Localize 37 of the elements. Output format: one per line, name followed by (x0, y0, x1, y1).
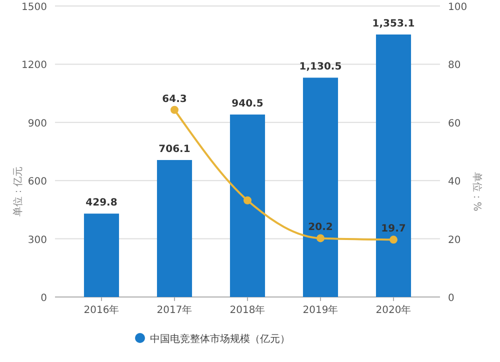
data-label: 64.3 (162, 94, 187, 105)
y-tick-label: 1500 (22, 2, 47, 13)
x-tick-label: 2020年 (376, 304, 412, 316)
point (390, 236, 398, 244)
data-label: 20.2 (308, 222, 333, 234)
point (244, 196, 252, 204)
bar (302, 78, 338, 297)
y2-tick-label: 40 (448, 176, 461, 188)
y2-tick-label: 0 (448, 293, 454, 304)
point (316, 234, 324, 242)
data-label: 1,130.5 (299, 62, 342, 73)
y-axis-title: 单位：亿元 (12, 166, 24, 216)
data-label: 19.7 (381, 224, 406, 235)
x-tick-label: 2017年 (156, 304, 192, 316)
y2-tick-label: 100 (448, 2, 468, 13)
y-tick-label: 300 (28, 234, 47, 246)
data-label: 706.1 (158, 144, 190, 156)
y-tick-label: 600 (28, 176, 47, 188)
x-tick-label: 2018年 (230, 304, 266, 316)
legend-label: 中国电竞整体市场规模（亿元） (150, 333, 290, 345)
data-label: 1,353.1 (372, 18, 415, 30)
x-tick-label: 2016年 (84, 304, 120, 316)
y-tick-label: 0 (40, 293, 47, 304)
bar (230, 114, 266, 297)
data-label: 940.5 (232, 98, 264, 110)
y-tick-label: 1200 (22, 60, 47, 72)
point (170, 106, 178, 114)
x-tick-label: 2019年 (302, 304, 338, 316)
bar (84, 214, 120, 297)
y2-tick-label: 60 (448, 118, 461, 130)
y2-tick-label: 20 (448, 234, 461, 246)
y-tick-label: 900 (28, 118, 47, 130)
y2-tick-label: 80 (448, 60, 461, 72)
bar (156, 160, 192, 297)
y2-axis-title: 单位：% (471, 172, 483, 212)
bar (376, 34, 412, 297)
data-label: 429.8 (86, 198, 118, 209)
